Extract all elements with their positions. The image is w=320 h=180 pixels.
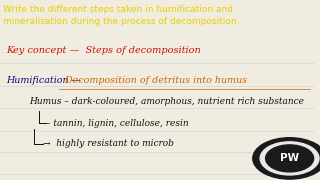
- Text: Decomposition of detritus into humus: Decomposition of detritus into humus: [59, 76, 247, 85]
- Circle shape: [260, 142, 319, 175]
- Text: – tannin, lignin, cellulose, resin: – tannin, lignin, cellulose, resin: [46, 119, 189, 128]
- Text: Humus – dark-coloured, amorphous, nutrient rich substance: Humus – dark-coloured, amorphous, nutrie…: [29, 97, 304, 106]
- Text: PW: PW: [280, 153, 299, 163]
- Circle shape: [266, 145, 314, 172]
- Circle shape: [253, 138, 320, 179]
- Text: Key concept —  Steps of decomposition: Key concept — Steps of decomposition: [6, 46, 201, 55]
- Text: Humification —: Humification —: [6, 76, 82, 85]
- Text: →  highly resistant to microb: → highly resistant to microb: [43, 140, 174, 148]
- Text: Write the different steps taken in humification and
mineralisation during the pr: Write the different steps taken in humif…: [3, 5, 240, 26]
